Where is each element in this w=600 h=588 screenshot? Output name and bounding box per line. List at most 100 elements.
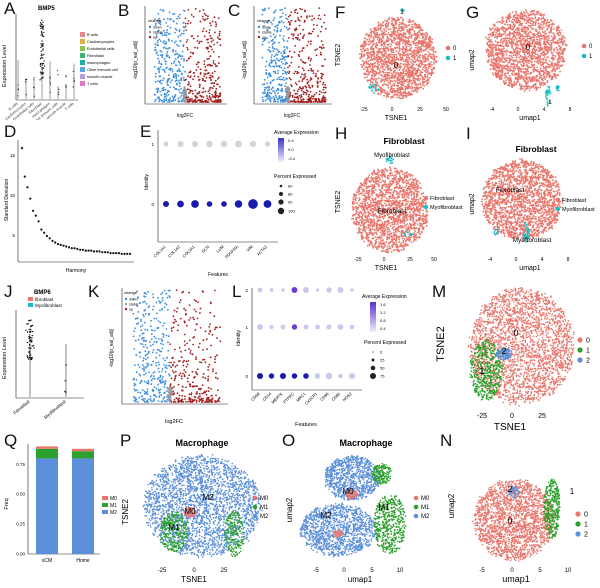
cell-point [396, 46, 399, 49]
gene-point [210, 82, 213, 85]
panel-label-b: B [118, 2, 129, 19]
gene-point [261, 92, 264, 95]
cell-point [493, 67, 496, 70]
cell-point [416, 79, 419, 81]
cell-point [532, 77, 535, 80]
gene-point [205, 47, 208, 49]
gene-point [272, 42, 275, 45]
cell-point [435, 55, 438, 58]
gene-point [316, 48, 318, 51]
cell-point [493, 29, 496, 31]
cell-point [380, 38, 383, 41]
expression-point [41, 64, 43, 66]
cell-point [534, 34, 537, 37]
cell-point [380, 89, 383, 92]
gene-point [167, 93, 170, 96]
cell-point [416, 87, 419, 90]
cell-point [397, 82, 400, 84]
cell-point [416, 35, 419, 38]
cell-point [506, 49, 508, 52]
gene-point [266, 91, 269, 94]
cell-point [502, 20, 505, 23]
cell-point [541, 51, 544, 54]
cell-point [529, 18, 532, 21]
sd-point [115, 252, 118, 255]
cell-point [364, 61, 366, 63]
gene-point [277, 24, 279, 26]
cell-point [405, 59, 407, 61]
gene-point [320, 46, 323, 49]
cell-point [425, 44, 427, 47]
cell-point [517, 60, 519, 63]
cell-point [505, 79, 507, 82]
gene-point [153, 49, 156, 52]
sd-point [56, 243, 60, 246]
cell-point [371, 40, 373, 43]
gene-point [185, 41, 188, 43]
cell-point [381, 70, 384, 73]
cell-point [513, 82, 516, 85]
gene-point [154, 98, 157, 101]
gene-point [153, 100, 156, 103]
cell-point [397, 52, 400, 54]
gene-point [302, 28, 305, 31]
gene-point [288, 70, 291, 73]
gene-point [187, 101, 189, 103]
expression-point [39, 79, 41, 81]
cell-point [537, 62, 540, 65]
gene-point [161, 68, 164, 71]
cell-point [500, 45, 502, 48]
gene-point [261, 43, 264, 46]
cell-point [535, 11, 538, 14]
gene-point [314, 99, 317, 102]
cell-point [414, 68, 416, 71]
gene-point [277, 92, 279, 95]
gene-point [168, 39, 170, 42]
gene-point [312, 24, 315, 26]
cell-point [547, 63, 550, 66]
cell-point [494, 64, 497, 66]
cell-point [382, 66, 384, 69]
cell-point [406, 95, 409, 97]
cell-point [521, 87, 524, 90]
cell-point [407, 36, 409, 39]
gene-point [269, 82, 272, 85]
cell-point [515, 60, 517, 62]
cell-point [380, 33, 383, 36]
cell-point [539, 61, 542, 64]
cell-point [533, 55, 536, 58]
cell-point [378, 55, 381, 58]
cell-point [520, 44, 523, 46]
gene-point [183, 58, 185, 61]
gene-point [185, 99, 188, 102]
gene-point [274, 25, 276, 28]
cell-point [503, 30, 505, 33]
gene-point [192, 37, 195, 40]
cell-point [428, 52, 431, 55]
cell-point [391, 58, 394, 61]
cell-point [527, 62, 530, 64]
cell-point [386, 25, 389, 27]
panel-c-legend: down stable up [257, 26, 272, 40]
gene-point [298, 95, 301, 97]
cell-point [515, 28, 517, 31]
cell-point [361, 66, 363, 68]
cell-point [406, 59, 409, 61]
gene-point [319, 30, 322, 33]
panel-e-xlabel: Features [208, 272, 228, 278]
cell-point [541, 63, 544, 66]
cell-point [378, 50, 381, 52]
cell-point [550, 76, 553, 79]
cell-point [544, 30, 546, 33]
gene-point [322, 86, 325, 89]
cell-point [427, 42, 429, 45]
cell-point [383, 43, 386, 46]
expression-point [72, 86, 74, 88]
cell-point [500, 39, 502, 42]
gene-point [206, 101, 209, 103]
cell-point [399, 66, 402, 69]
cell-point [512, 41, 515, 44]
cell-point [392, 95, 394, 98]
gene-point [275, 61, 277, 64]
cell-point [499, 48, 502, 51]
